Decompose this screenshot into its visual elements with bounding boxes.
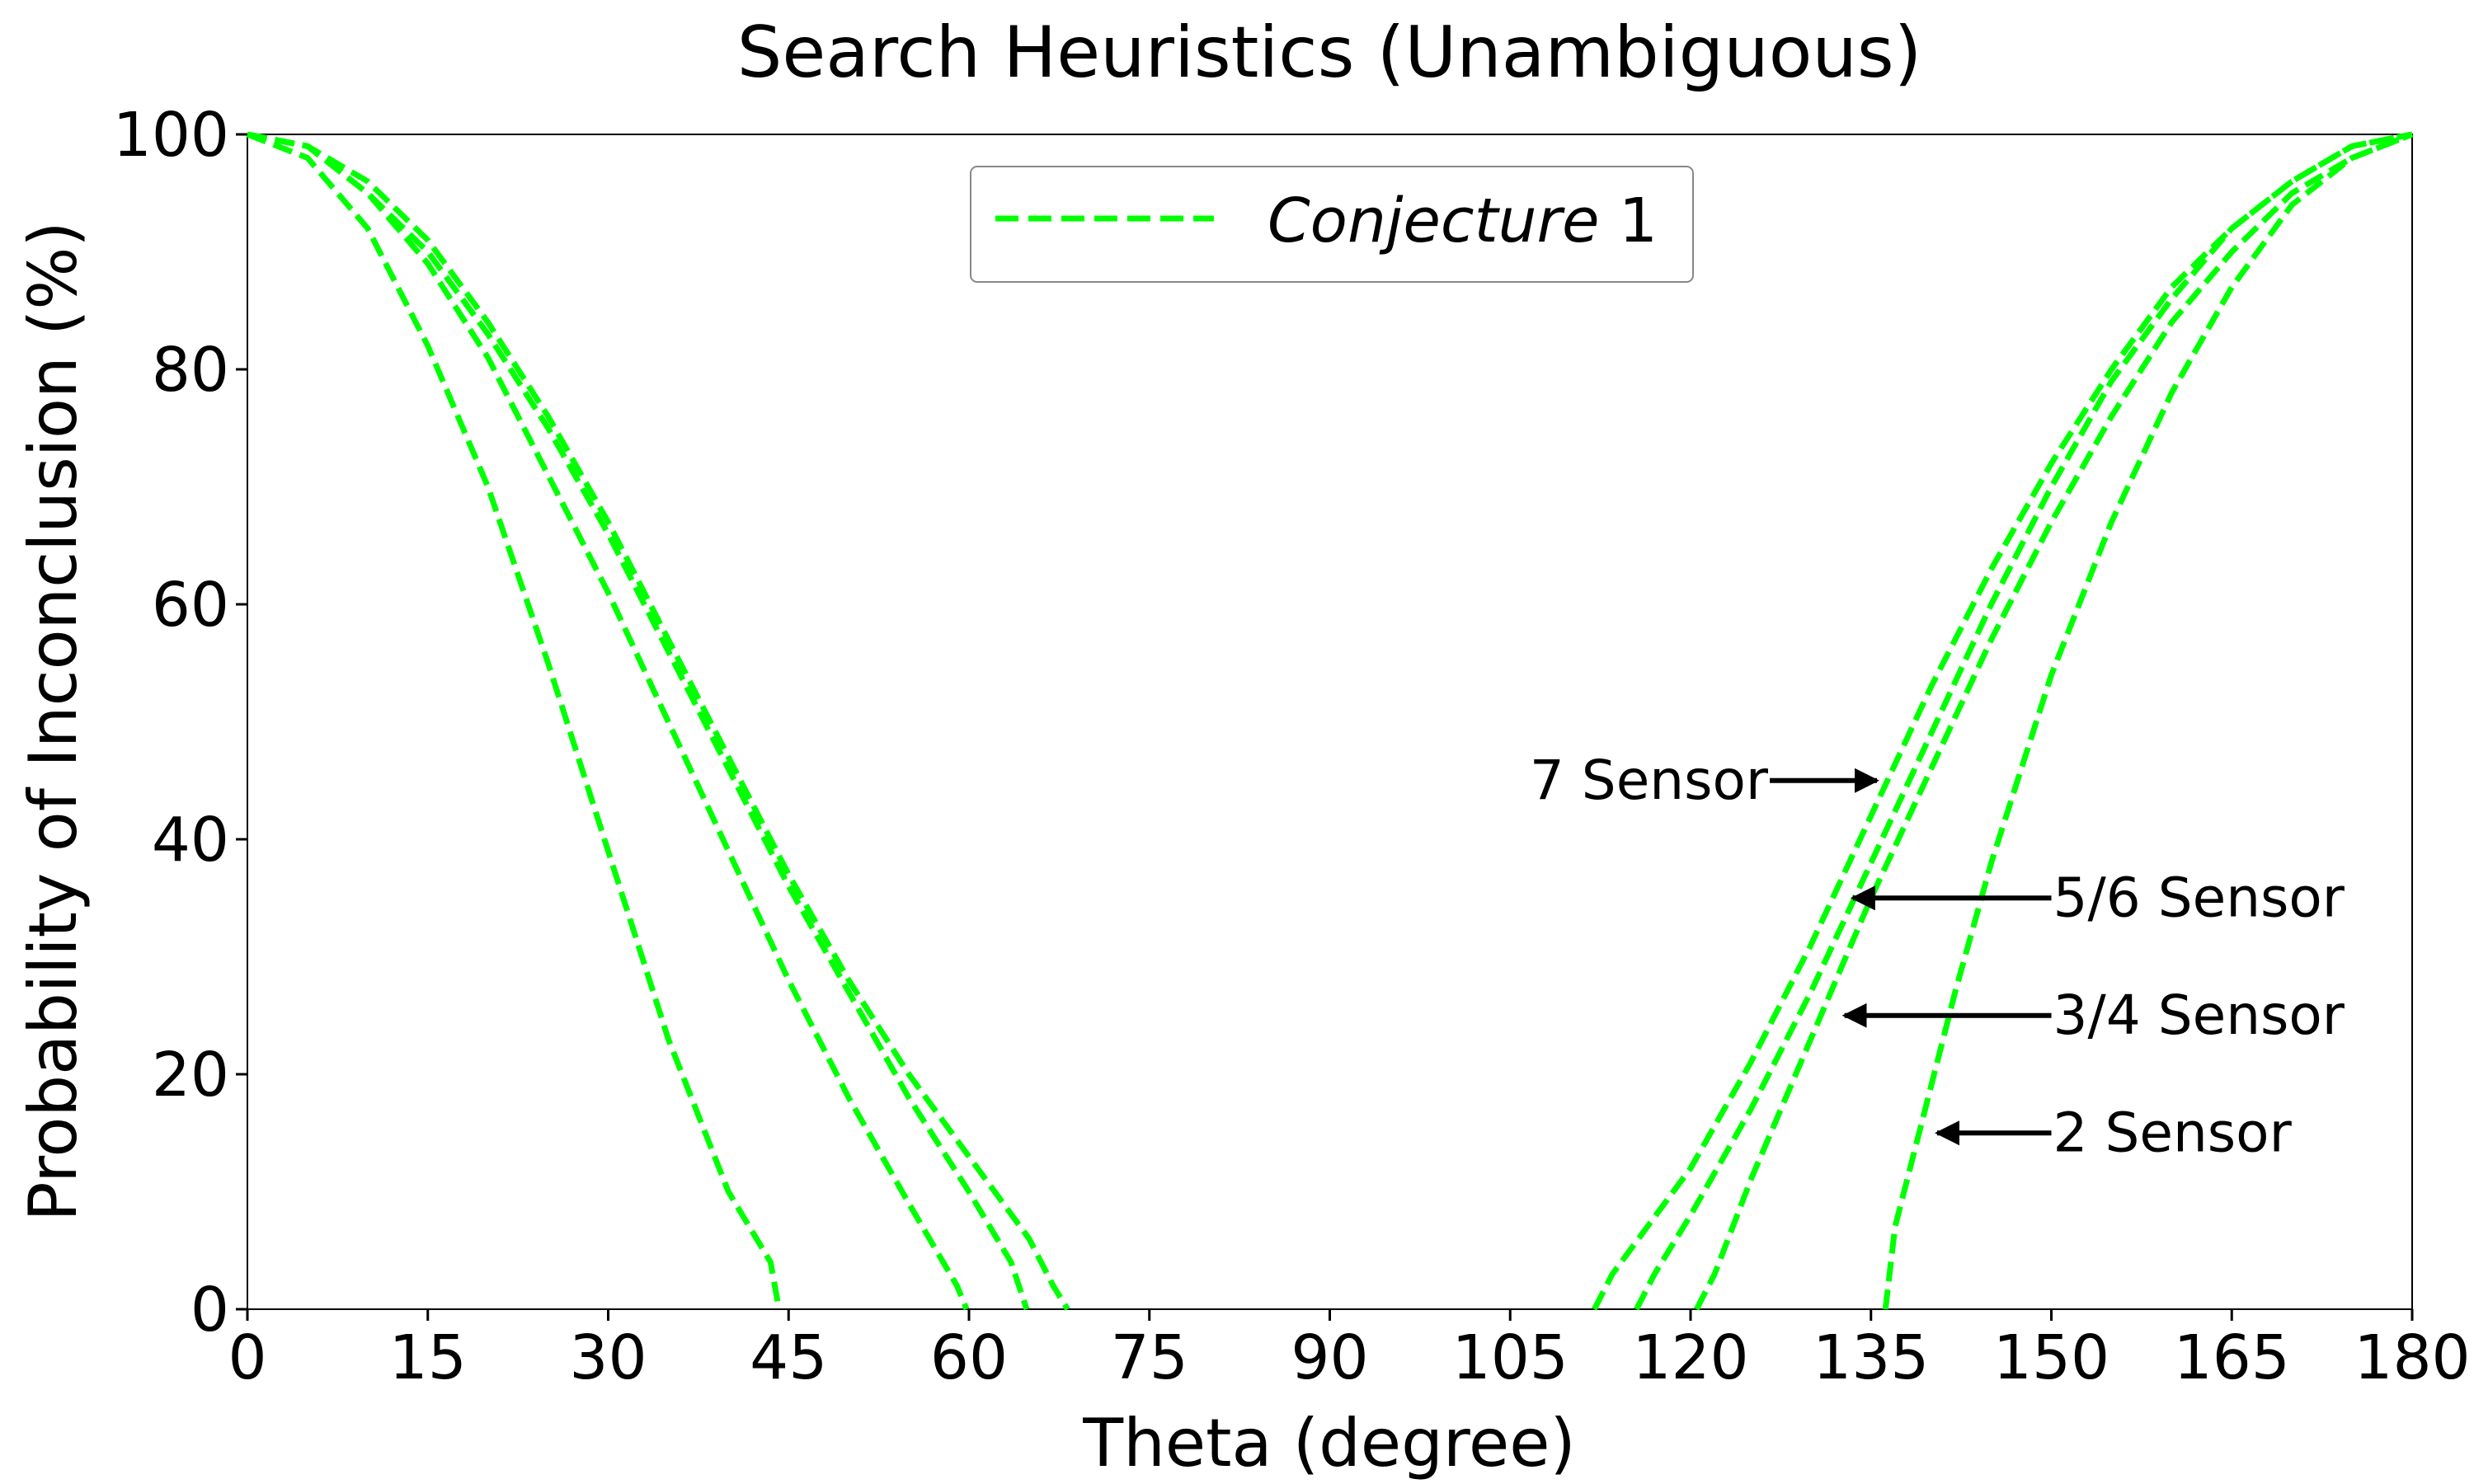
x-tick-label: 60 bbox=[930, 1322, 1008, 1393]
y-tick-label: 0 bbox=[190, 1275, 229, 1345]
y-tick-label: 20 bbox=[152, 1040, 229, 1111]
x-tick-label: 180 bbox=[2354, 1322, 2470, 1393]
y-axis-ticks: 0 20 40 60 80 100 bbox=[113, 100, 247, 1345]
y-tick-label: 40 bbox=[152, 805, 229, 876]
x-axis-label: Theta (degree) bbox=[1082, 1405, 1575, 1482]
legend-label-italic: Conjecture bbox=[1268, 186, 1599, 256]
annotation-label: 2 Sensor bbox=[2053, 1101, 2293, 1164]
x-tick-label: 150 bbox=[1993, 1322, 2109, 1393]
series-line-3 bbox=[247, 131, 1030, 1311]
y-axis-label: Probability of Inconclusion (%) bbox=[15, 221, 92, 1221]
legend-box bbox=[970, 166, 1694, 283]
series-line-5 bbox=[1592, 131, 2413, 1311]
x-tick-label: 165 bbox=[2174, 1322, 2290, 1393]
series-line-8 bbox=[1882, 131, 2414, 1310]
x-tick-label: 75 bbox=[1111, 1322, 1188, 1393]
x-tick-label: 90 bbox=[1291, 1322, 1368, 1393]
x-tick-label: 135 bbox=[1813, 1322, 1929, 1393]
chart-title: Search Heuristics (Unambiguous) bbox=[737, 12, 1922, 94]
series-layer bbox=[246, 131, 2414, 1311]
x-tick-label: 120 bbox=[1632, 1322, 1748, 1393]
x-tick-label: 0 bbox=[228, 1322, 266, 1393]
y-tick-label: 60 bbox=[152, 570, 229, 641]
legend-label-plain: 1 bbox=[1599, 186, 1658, 256]
series-line-7 bbox=[1694, 131, 2414, 1311]
series-line-4 bbox=[247, 131, 1070, 1311]
series-line-1 bbox=[246, 131, 783, 1310]
x-tick-label: 45 bbox=[750, 1322, 827, 1393]
y-tick-label: 100 bbox=[113, 100, 229, 171]
annotation-layer: 7 Sensor 5/6 Sensor 3/4 Sensor 2 Sensor bbox=[1530, 749, 2345, 1165]
annotation-label: 5/6 Sensor bbox=[2053, 866, 2345, 929]
x-tick-label: 105 bbox=[1452, 1322, 1569, 1393]
x-axis-ticks: 0 15 30 45 60 75 90 105 120 135 150 165 180 bbox=[228, 1309, 2471, 1393]
y-tick-label: 80 bbox=[152, 335, 229, 406]
x-tick-label: 30 bbox=[569, 1322, 647, 1393]
annotation-label: 7 Sensor bbox=[1530, 749, 1769, 812]
series-line-6 bbox=[1634, 131, 2413, 1311]
legend-label: Conjecture 1 bbox=[1268, 186, 1658, 256]
series-line-2 bbox=[247, 131, 970, 1311]
annotation-label: 3/4 Sensor bbox=[2053, 984, 2345, 1047]
legend: Conjecture 1 bbox=[970, 166, 1694, 283]
x-tick-label: 15 bbox=[389, 1322, 467, 1393]
